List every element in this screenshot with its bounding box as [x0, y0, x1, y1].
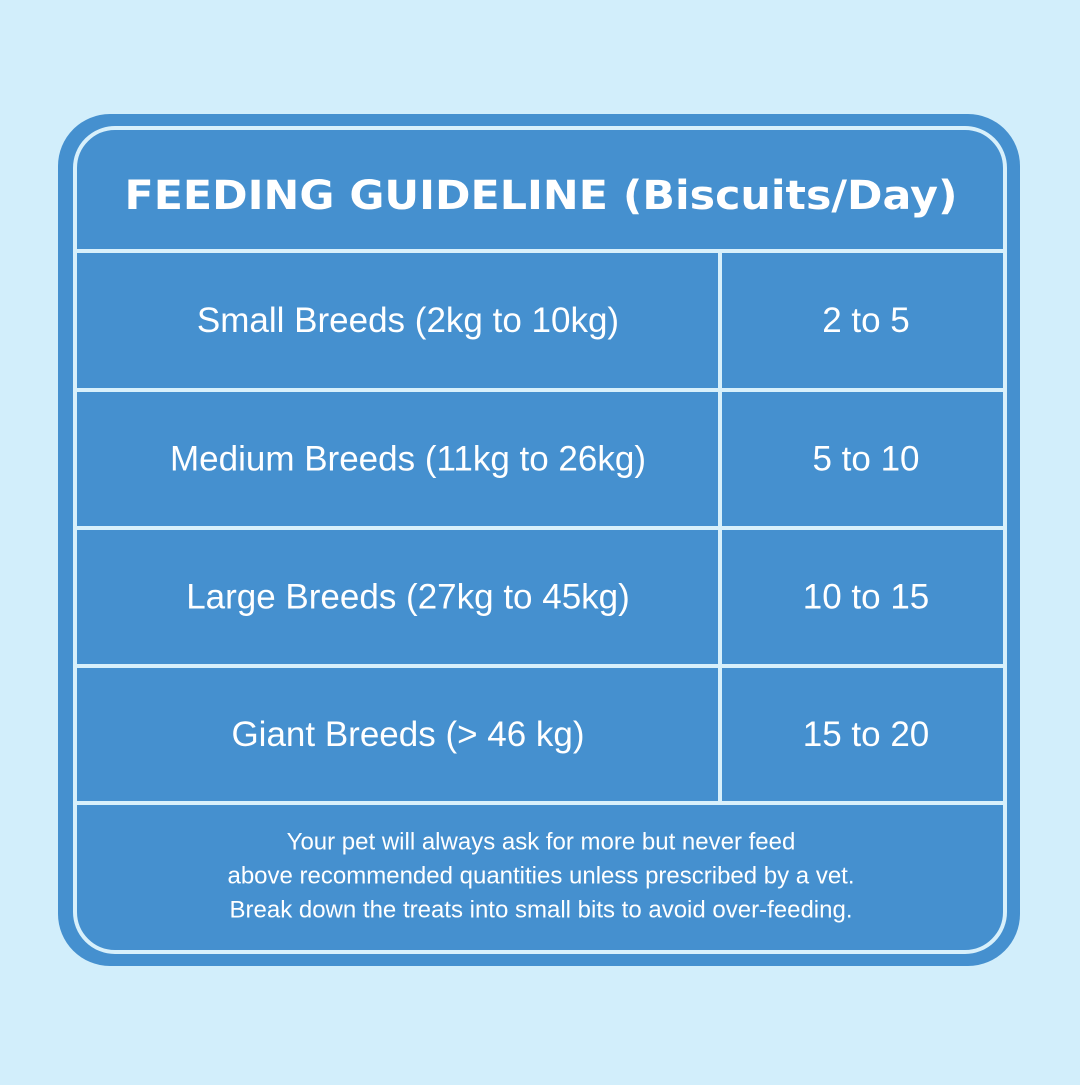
breed-cell: Giant Breeds (> 46 kg)	[231, 715, 584, 754]
quantity-cell: 2 to 5	[822, 301, 910, 340]
card-background	[58, 114, 1020, 966]
note-line: above recommended quantities unless pres…	[227, 862, 854, 889]
table-title: FEEDING GUIDELINE (Biscuits/Day)	[125, 173, 958, 219]
note-line: Your pet will always ask for more but ne…	[287, 828, 796, 855]
inner-border	[73, 126, 1007, 954]
breed-cell: Medium Breeds (11kg to 26kg)	[170, 439, 646, 478]
breed-cell: Small Breeds (2kg to 10kg)	[197, 301, 619, 340]
note-line: Break down the treats into small bits to…	[230, 896, 853, 923]
quantity-cell: 10 to 15	[803, 577, 930, 616]
quantity-cell: 5 to 10	[812, 439, 919, 478]
breed-cell: Large Breeds (27kg to 45kg)	[186, 577, 630, 616]
quantity-cell: 15 to 20	[803, 715, 930, 754]
